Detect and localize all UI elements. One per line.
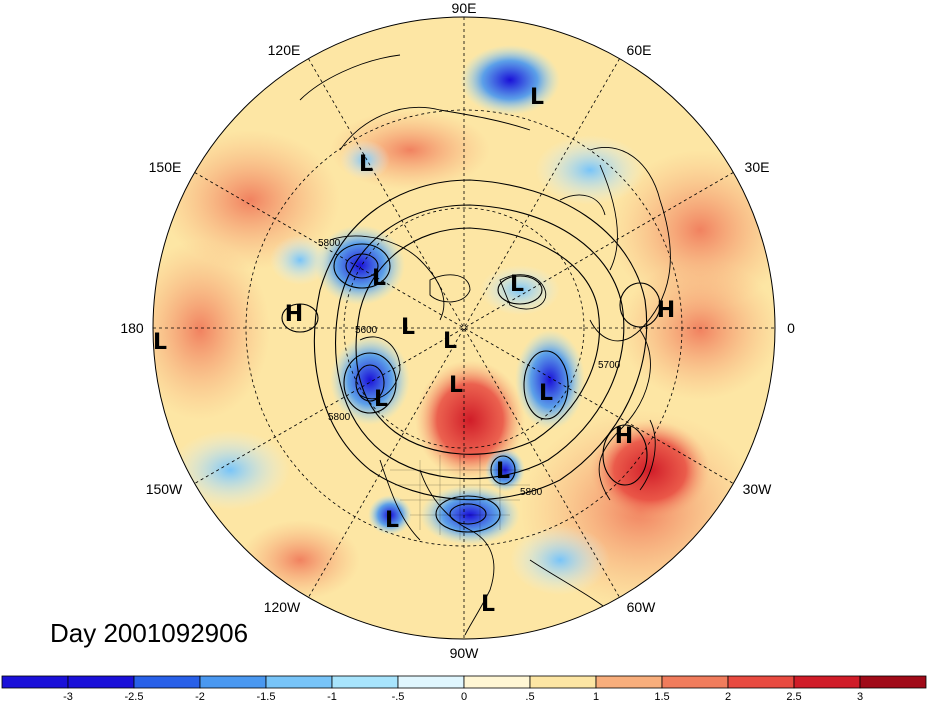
contour-label: 5800: [520, 487, 543, 498]
high-pressure-marker: H: [657, 298, 675, 323]
lon-label-150w: 150W: [146, 481, 183, 497]
colorbar-tick-label: -3: [63, 691, 73, 702]
colorbar-box: [529, 675, 597, 689]
low-pressure-marker: L: [443, 329, 457, 354]
colorbar-box: [463, 675, 531, 689]
low-pressure-marker: L: [372, 266, 386, 291]
colorbar-tick-label: 1.5: [654, 691, 669, 702]
colorbar-box: [265, 675, 333, 689]
lon-label-0: 0: [787, 320, 795, 336]
colorbar-tick-label: 1: [593, 691, 599, 702]
colorbar-tick-label: .5: [525, 691, 534, 702]
low-pressure-marker: L: [449, 373, 463, 398]
lon-label-150e: 150E: [149, 159, 182, 175]
colorbar: -3 -2.5 -2 -1.5 -1 -.5 0 .5 1 1.5 2 2.5 3: [1, 675, 927, 702]
low-pressure-marker: L: [359, 152, 373, 177]
low-pressure-marker: L: [385, 508, 399, 533]
contour-label: 5800: [328, 412, 351, 423]
lon-label-90e: 90E: [452, 0, 477, 16]
contour-label: 5800: [318, 238, 341, 249]
colorbar-tick-label: 3: [857, 691, 863, 702]
colorbar-tick-label: -1: [327, 691, 337, 702]
colorbar-box: [199, 675, 267, 689]
low-pressure-marker: L: [401, 315, 415, 340]
colorbar-tick-label: 2.5: [786, 691, 801, 702]
colorbar-box: [331, 675, 399, 689]
low-pressure-marker: L: [496, 459, 510, 484]
lon-label-90w: 90W: [450, 645, 480, 661]
low-pressure-marker: L: [481, 592, 495, 617]
colorbar-box: [397, 675, 465, 689]
colorbar-box: [133, 675, 201, 689]
colorbar-box: [727, 675, 795, 689]
lon-label-60w: 60W: [627, 599, 657, 615]
colorbar-tick-label: -2.5: [125, 691, 144, 702]
height-contours: [281, 179, 661, 533]
contour-label: 5600: [355, 325, 378, 336]
low-pressure-marker: L: [374, 387, 388, 412]
lon-label-60e: 60E: [627, 42, 652, 58]
low-pressure-marker: L: [510, 272, 524, 297]
colorbar-tick-label: -2: [195, 691, 205, 702]
colorbar-tick-label: -.5: [392, 691, 405, 702]
colorbar-box: [793, 675, 861, 689]
low-pressure-marker: L: [539, 381, 553, 406]
colorbar-box: [595, 675, 663, 689]
map-boundary: [152, 16, 776, 640]
colorbar-box: [67, 675, 135, 689]
lon-label-120e: 120E: [268, 42, 301, 58]
low-pressure-marker: L: [153, 330, 167, 355]
graticule: [153, 17, 775, 639]
colorbar-box: [859, 675, 927, 689]
colorbar-box: [661, 675, 729, 689]
lon-label-30w: 30W: [743, 481, 773, 497]
date-title: Day 2001092906: [50, 618, 249, 648]
high-pressure-marker: H: [615, 424, 633, 449]
colorbar-tick-label: 2: [725, 691, 731, 702]
colorbar-box: [1, 675, 69, 689]
lon-label-120w: 120W: [264, 599, 301, 615]
lon-label-180: 180: [120, 320, 144, 336]
colorbar-tick-label: 0: [461, 691, 467, 702]
colorbar-tick-label: -1.5: [257, 691, 276, 702]
lon-label-30e: 30E: [745, 159, 770, 175]
low-pressure-marker: L: [530, 85, 544, 110]
high-pressure-marker: H: [285, 302, 303, 327]
contour-label: 5700: [598, 360, 621, 371]
